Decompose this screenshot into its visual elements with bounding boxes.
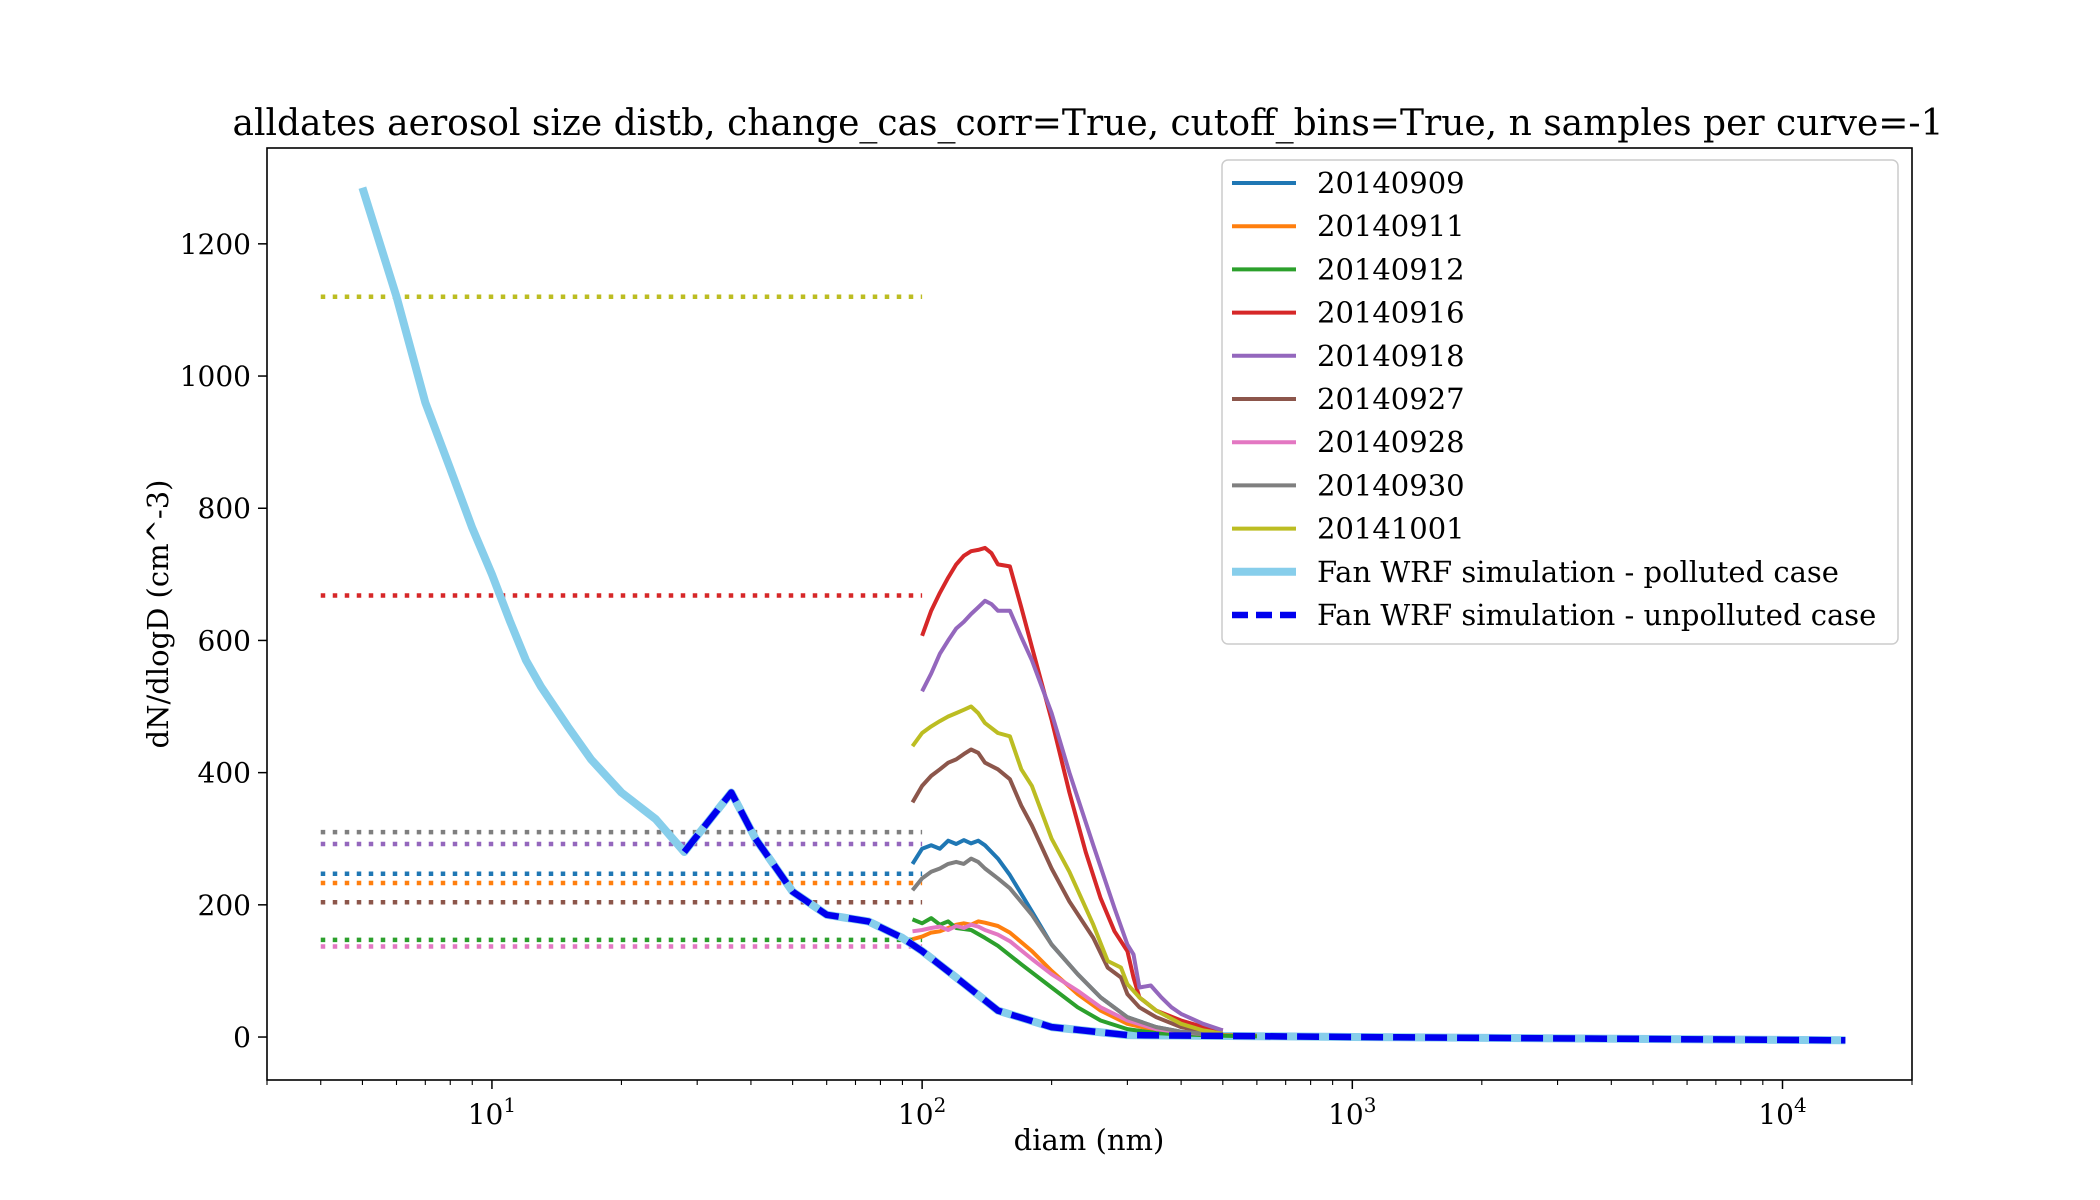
y-tick-label: 0 bbox=[233, 1021, 251, 1054]
series-line-20140927 bbox=[910, 747, 1224, 1036]
y-axis-label: dN/dlogD (cm^-3) bbox=[141, 480, 175, 749]
y-tick-label: 400 bbox=[198, 757, 251, 790]
legend-label: 20140912 bbox=[1317, 252, 1465, 286]
legend-box bbox=[1221, 159, 1899, 645]
y-tick-label: 200 bbox=[198, 889, 251, 922]
y-tick-label: 800 bbox=[198, 492, 251, 525]
y-tick-label: 600 bbox=[198, 624, 251, 657]
series-line-20140928 bbox=[912, 922, 1223, 1038]
legend-label: Fan WRF simulation - unpolluted case bbox=[1317, 598, 1876, 632]
y-tick-label: 1200 bbox=[180, 228, 251, 261]
legend-label: 20140927 bbox=[1317, 382, 1465, 416]
plot-area bbox=[266, 147, 1913, 1081]
chart-title: alldates aerosol size distb, change_cas_… bbox=[232, 103, 1943, 144]
legend-label: 20140928 bbox=[1317, 425, 1465, 459]
legend: 20140909 20140911 20140912 20140916 20140918… bbox=[1221, 159, 1899, 645]
legend-label: 20140916 bbox=[1317, 296, 1465, 330]
legend-label: 20140930 bbox=[1317, 468, 1465, 502]
x-tick-label: 102 bbox=[898, 1093, 946, 1131]
legend-label: 20141001 bbox=[1317, 512, 1465, 546]
legend-label: Fan WRF simulation - polluted case bbox=[1317, 555, 1839, 589]
series-line-20140918 bbox=[920, 598, 1224, 1033]
x-tick-label: 104 bbox=[1758, 1093, 1806, 1131]
y-axis: 0 200 400 600 800 1000 1200 bbox=[180, 228, 267, 1054]
x-axis-label: diam (nm) bbox=[1014, 1123, 1165, 1157]
series-line-20141001 bbox=[910, 704, 1224, 1036]
legend-label: 20140909 bbox=[1317, 166, 1465, 200]
series-line-fan-wrf-simulation-unpolluted-case bbox=[681, 789, 1846, 1044]
x-tick-label: 103 bbox=[1328, 1093, 1376, 1131]
dotted-levels bbox=[320, 294, 923, 949]
series-lines bbox=[358, 186, 1846, 1045]
x-axis: 101 102 103 104 bbox=[266, 1080, 1913, 1131]
legend-label: 20140918 bbox=[1317, 339, 1465, 373]
x-tick-label: 101 bbox=[468, 1093, 516, 1131]
legend-label: 20140911 bbox=[1317, 209, 1465, 243]
series-line-20140930 bbox=[910, 856, 1223, 1038]
y-tick-label: 1000 bbox=[180, 360, 251, 393]
